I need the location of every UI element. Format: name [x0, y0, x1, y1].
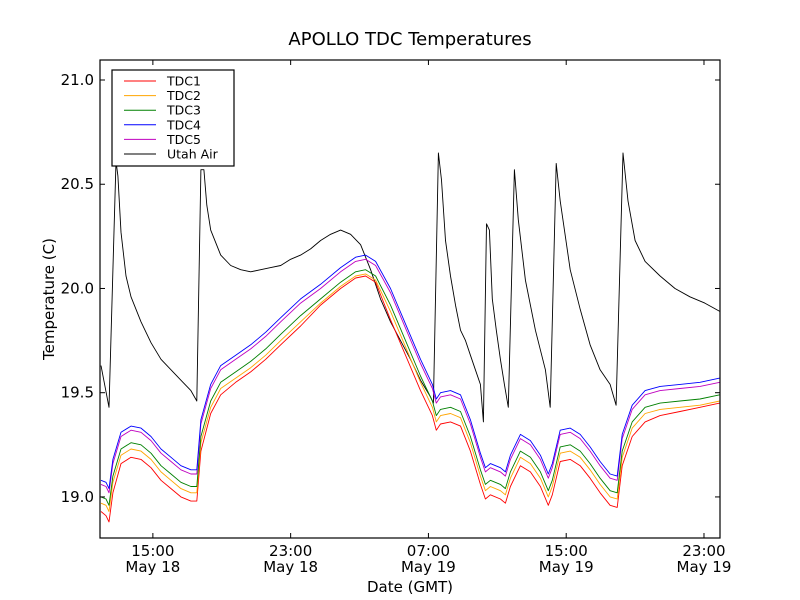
legend-label: TDC5 — [166, 132, 201, 147]
x-tick-label-date: May 18 — [263, 558, 318, 576]
legend-label: TDC2 — [166, 88, 201, 103]
series-layer — [100, 152, 720, 523]
x-tick-label-date: May 18 — [125, 558, 180, 576]
y-axis: 19.0 19.5 20.0 20.5 21.0 — [61, 71, 720, 506]
x-tick-label-time: 15:00 — [131, 542, 174, 560]
x-tick-label-date: May 19 — [539, 558, 594, 576]
series-line-tdc4 — [100, 254, 720, 490]
series-line-tdc5 — [100, 258, 720, 494]
chart-title: APOLLO TDC Temperatures — [288, 29, 531, 50]
x-tick-label-date: May 19 — [677, 558, 732, 576]
x-axis-label: Date (GMT) — [367, 578, 453, 596]
x-tick-label-time: 23:00 — [682, 542, 725, 560]
legend-label: TDC4 — [166, 117, 201, 132]
legend-label: Utah Air — [167, 147, 219, 162]
legend-label: TDC1 — [166, 74, 201, 89]
series-line-tdc3 — [100, 269, 720, 506]
plot-frame — [99, 59, 721, 539]
x-tick-label-time: 23:00 — [269, 542, 312, 560]
series-line-tdc1 — [100, 275, 720, 523]
x-tick-label-time: 15:00 — [545, 542, 588, 560]
y-tick-label: 21.0 — [61, 71, 94, 89]
legend-label: TDC3 — [166, 103, 201, 118]
x-tick-label-time: 07:00 — [407, 542, 450, 560]
y-tick-label: 20.0 — [61, 279, 94, 297]
legend-frame — [111, 69, 235, 167]
x-tick-label-date: May 19 — [401, 558, 456, 576]
y-tick-label: 19.5 — [61, 384, 94, 402]
y-tick-label: 19.0 — [61, 488, 94, 506]
series-line-tdc2 — [100, 273, 720, 512]
y-tick-label: 20.5 — [61, 175, 94, 193]
y-axis-label: Temperature (C) — [40, 238, 58, 361]
series-line-utah-air — [100, 152, 720, 423]
